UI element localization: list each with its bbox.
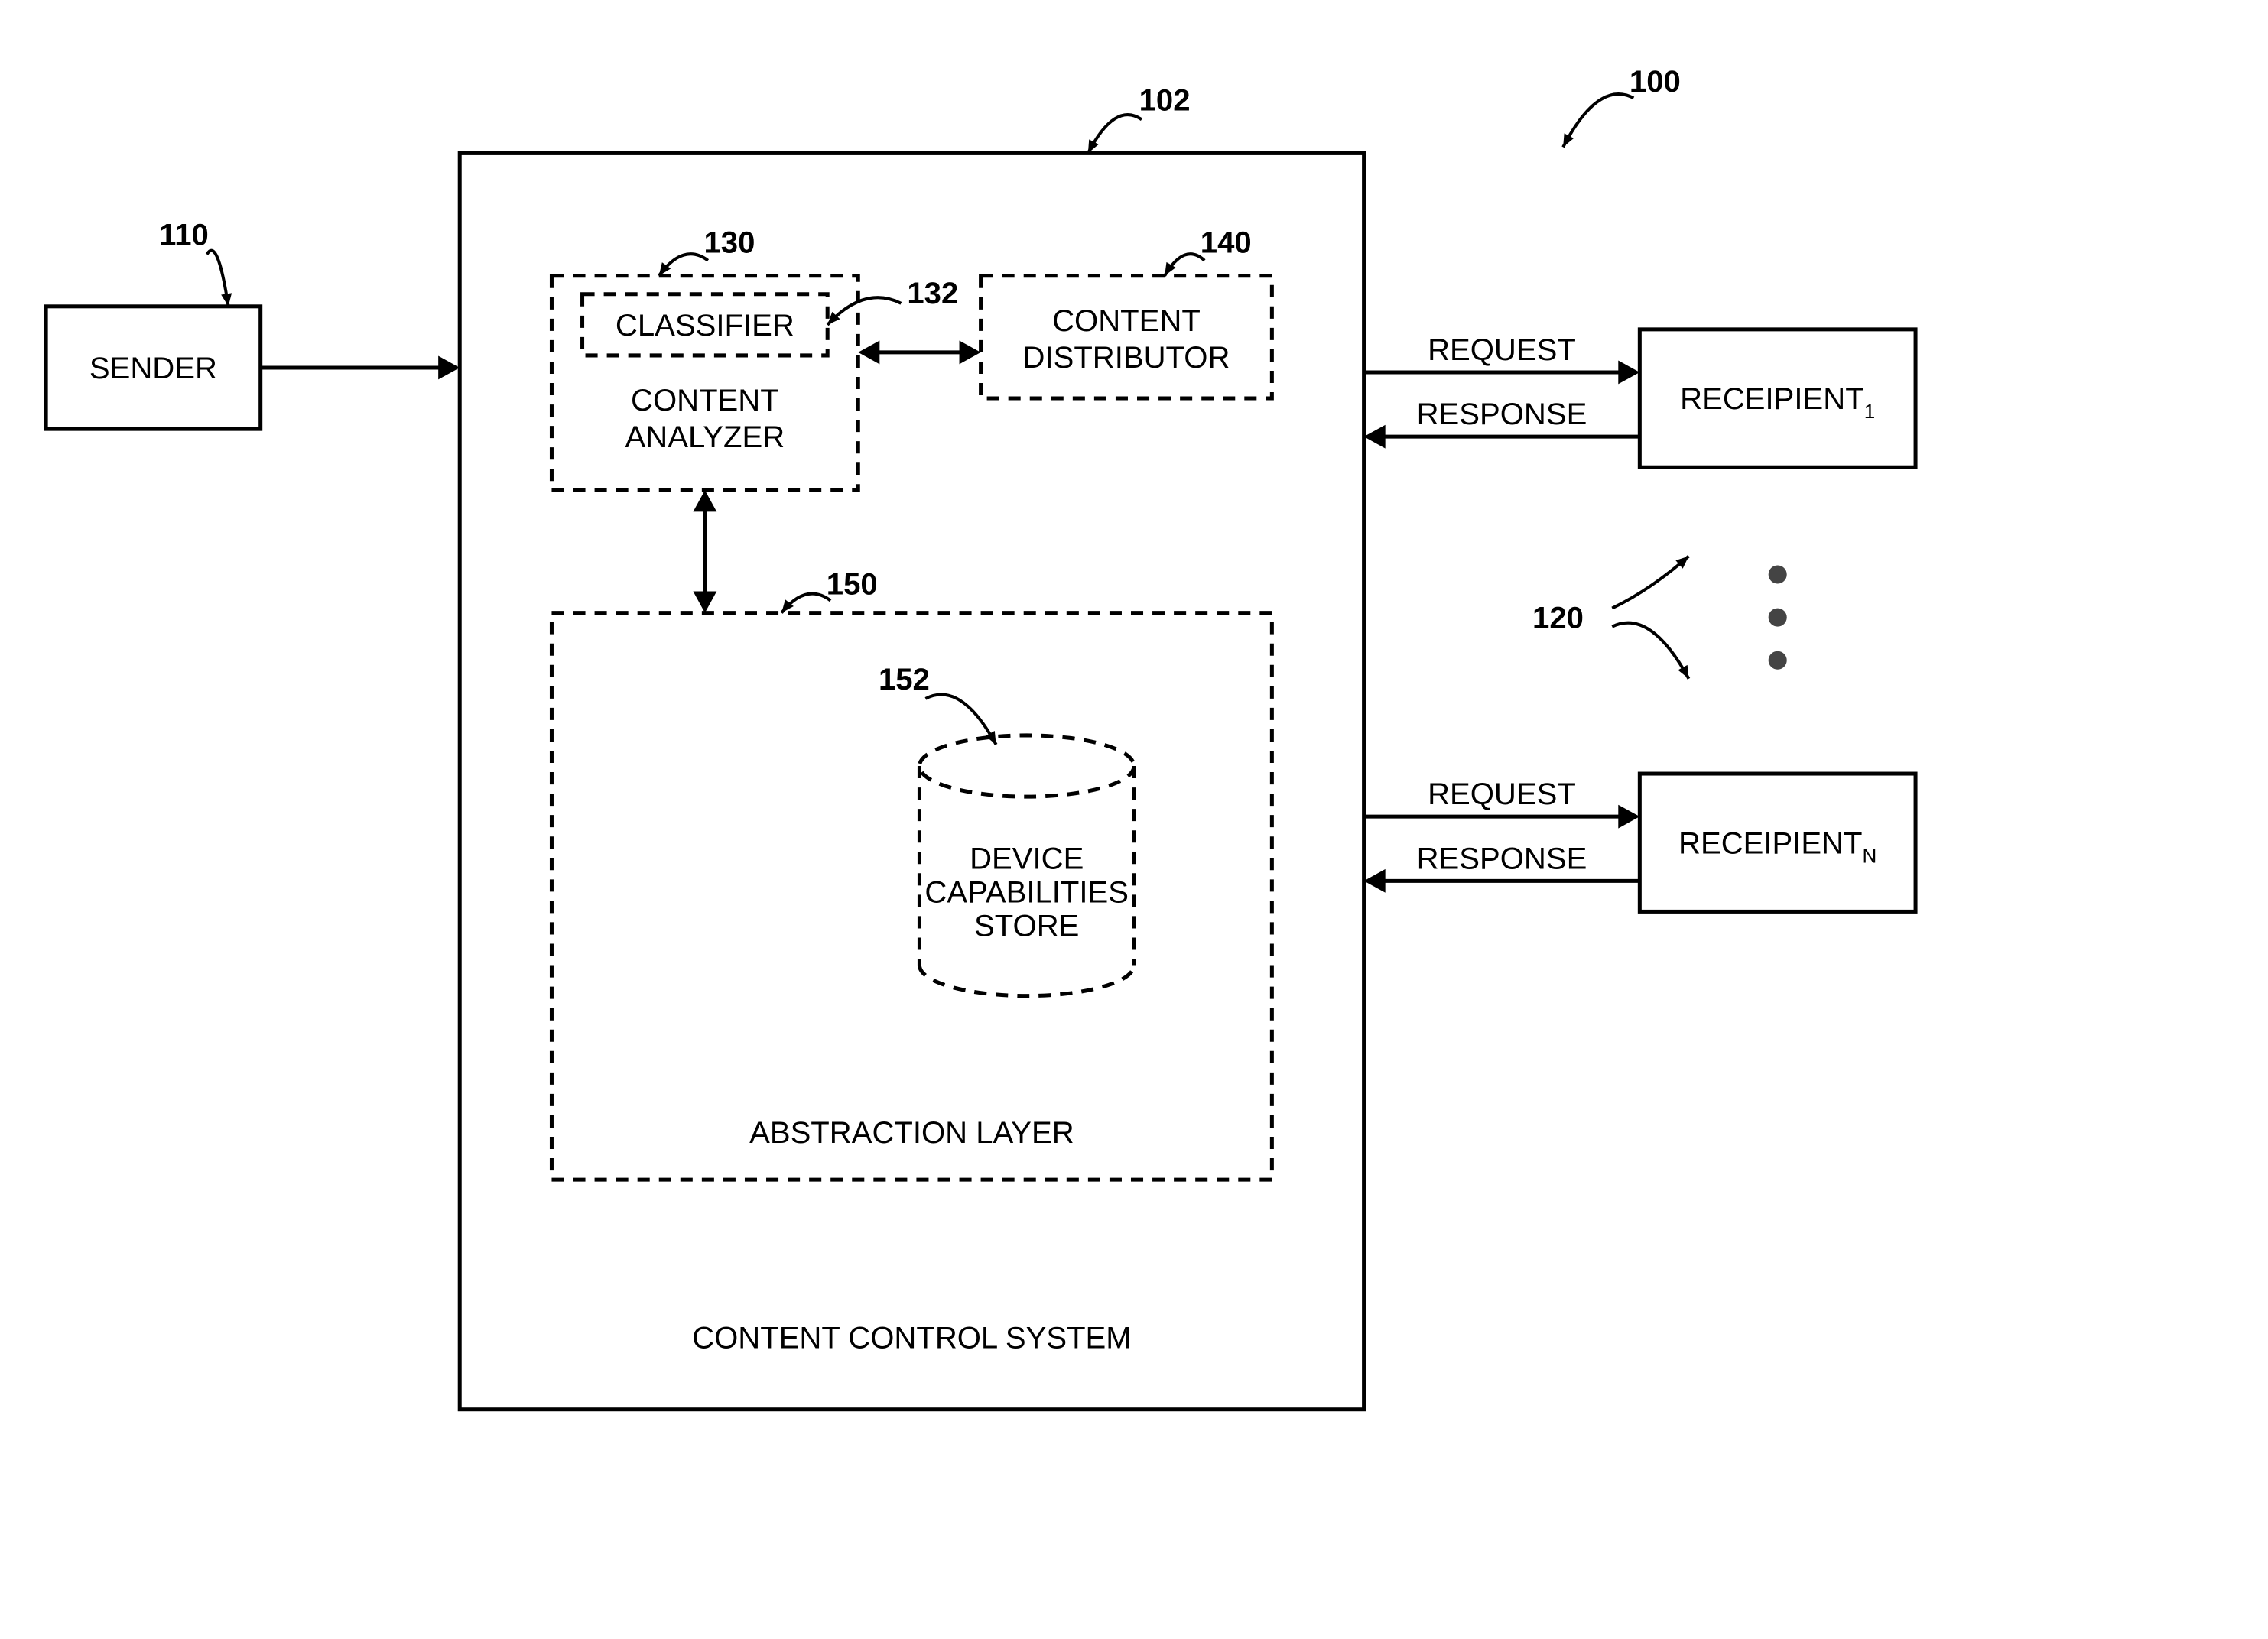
diagram-svg: SENDER 110 CONTENT CONTROL SYSTEM 102 CONTEN…: [0, 0, 2268, 1639]
svg-text:130: 130: [703, 226, 755, 260]
svg-text:REQUEST: REQUEST: [1428, 777, 1576, 811]
svg-text:RESPONSE: RESPONSE: [1417, 842, 1587, 875]
svg-text:RESPONSE: RESPONSE: [1417, 398, 1587, 431]
svg-text:110: 110: [159, 219, 209, 252]
svg-text:152: 152: [879, 663, 930, 696]
svg-text:100: 100: [1630, 65, 1681, 99]
svg-text:ABSTRACTION LAYER: ABSTRACTION LAYER: [749, 1116, 1074, 1150]
svg-text:RECEIPIENT1: RECEIPIENT1: [1680, 382, 1875, 423]
svg-text:CONTENT CONTROL SYSTEM: CONTENT CONTROL SYSTEM: [692, 1322, 1132, 1355]
svg-text:132: 132: [907, 277, 958, 310]
svg-text:CONTENTDISTRIBUTOR: CONTENTDISTRIBUTOR: [1023, 304, 1230, 375]
svg-text:120: 120: [1532, 602, 1584, 635]
svg-text:REQUEST: REQUEST: [1428, 333, 1576, 367]
svg-text:102: 102: [1139, 83, 1191, 117]
svg-text:RECEIPIENTN: RECEIPIENTN: [1678, 826, 1876, 867]
diagram-root: SENDER 110 CONTENT CONTROL SYSTEM 102 CONTEN…: [0, 0, 2268, 1639]
svg-text:DEVICECAPABILITIESSTORE: DEVICECAPABILITIESSTORE: [924, 842, 1129, 943]
svg-text:150: 150: [827, 568, 878, 602]
svg-text:CLASSIFIER: CLASSIFIER: [616, 309, 794, 342]
svg-text:CONTENTANALYZER: CONTENTANALYZER: [625, 384, 785, 454]
svg-text:SENDER: SENDER: [89, 352, 217, 385]
svg-text:140: 140: [1201, 226, 1252, 260]
